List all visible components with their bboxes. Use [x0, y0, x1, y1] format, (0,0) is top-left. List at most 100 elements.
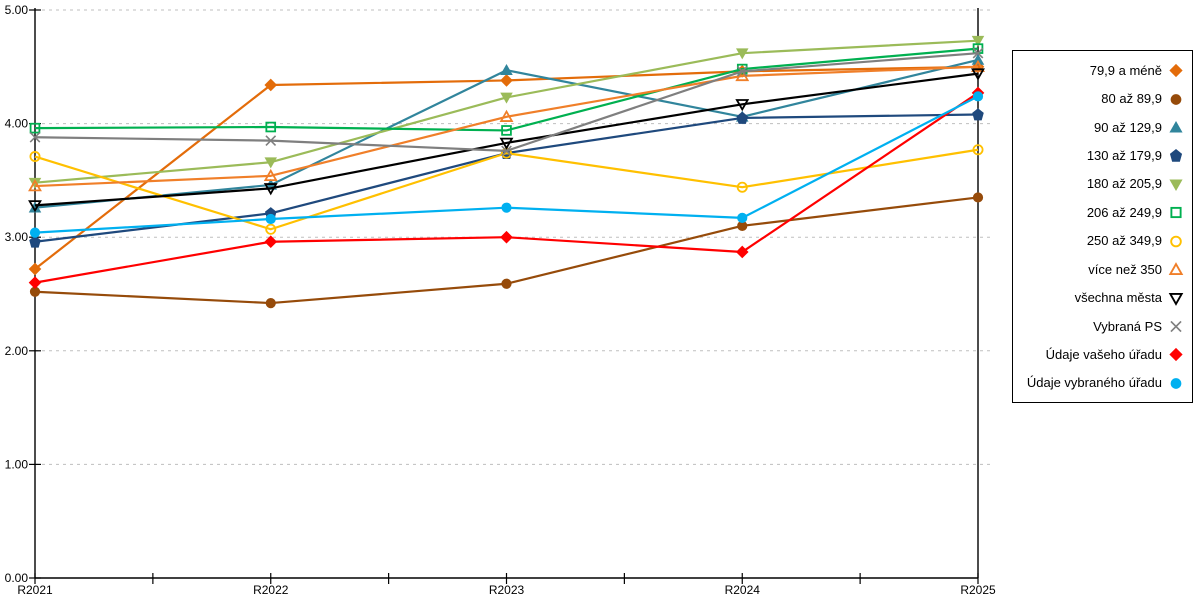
triangle-down-marker	[499, 137, 514, 150]
legend-item: 130 až 179,9	[1017, 141, 1184, 169]
circle-marker	[265, 223, 277, 235]
circle-marker	[972, 91, 984, 102]
legend-label: 80 až 89,9	[1101, 91, 1162, 107]
triangle-down-marker	[1168, 292, 1184, 306]
legend-diamond-icon	[1169, 64, 1183, 78]
diamond-marker	[500, 74, 513, 87]
legend-diamond-icon	[1169, 348, 1183, 362]
legend-item: více než 350	[1017, 255, 1184, 283]
triangle-up-marker	[28, 179, 42, 192]
triangle-up-marker	[1168, 262, 1184, 276]
triangle-up-marker	[735, 68, 750, 82]
x-axis-label: R2021	[17, 583, 53, 597]
x-axis-label: R2024	[725, 583, 761, 597]
legend-item: Vybraná PS	[1017, 312, 1184, 340]
circle-marker	[1170, 377, 1182, 389]
triangle-up-marker	[971, 53, 985, 65]
legend-label: 90 až 129,9	[1094, 119, 1162, 135]
legend-item: 250 až 349,9	[1017, 227, 1184, 255]
diamond-marker	[1169, 348, 1183, 362]
legend-label: více než 350	[1088, 261, 1162, 277]
legend-circle-icon	[1170, 235, 1182, 248]
series-9	[28, 68, 985, 213]
legend-triangle-up-icon	[1168, 262, 1184, 276]
series-12	[29, 91, 984, 238]
triangle-up-marker	[499, 109, 514, 122]
series-6	[29, 43, 984, 136]
series-7	[29, 144, 984, 235]
triangle-down-marker	[971, 35, 985, 47]
legend-label: všechna města	[1074, 290, 1162, 306]
legend-item: Údaje vašeho úřadu	[1017, 340, 1184, 368]
x-marker	[1170, 320, 1182, 333]
square-marker	[265, 121, 277, 133]
y-axis-label: 3.00	[5, 230, 29, 244]
square-marker	[1170, 207, 1182, 219]
series-8	[28, 59, 985, 192]
triangle-down-marker	[263, 183, 278, 196]
legend-triangle-up-icon	[1169, 121, 1183, 133]
legend-item: 80 až 89,9	[1017, 84, 1184, 112]
legend-label: Vybraná PS	[1093, 318, 1162, 334]
circle-marker	[1170, 235, 1182, 248]
legend-label: 130 až 179,9	[1086, 147, 1162, 163]
square-marker	[736, 63, 748, 75]
diamond-marker	[735, 245, 749, 259]
triangle-down-marker	[28, 200, 42, 213]
legend-item: Údaje vybraného úřadu	[1017, 369, 1184, 397]
legend-label: 79,9 a méně	[1089, 62, 1162, 78]
triangle-down-marker	[500, 92, 513, 104]
x-marker	[29, 131, 41, 143]
pentagon-marker	[1169, 149, 1183, 163]
circle-marker	[972, 144, 984, 156]
triangle-down-marker	[28, 177, 42, 189]
circle-marker	[501, 202, 512, 213]
x-marker	[265, 135, 277, 147]
series-line	[34, 47, 979, 132]
triangle-up-marker	[263, 168, 278, 182]
series-5	[28, 35, 985, 189]
legend-circle-icon	[1170, 377, 1182, 389]
series-line	[34, 65, 979, 188]
legend-label: Údaje vašeho úřadu	[1045, 346, 1162, 362]
triangle-down-marker	[1169, 179, 1183, 191]
series-2	[29, 192, 984, 309]
y-axis-label: 0.00	[5, 571, 29, 585]
circle-marker	[1170, 93, 1182, 105]
y-axis-label: 5.00	[5, 3, 29, 17]
legend-square-icon	[1170, 207, 1182, 219]
diamond-marker	[500, 230, 513, 244]
legend: 79,9 a méně 80 až 89,9 90 až 129,9 130 až 1…	[1012, 50, 1193, 403]
series-11	[28, 86, 985, 289]
legend-triangle-down-icon	[1168, 292, 1184, 306]
legend-circle-icon	[1170, 93, 1182, 105]
triangle-down-marker	[735, 48, 749, 60]
y-axis-label: 2.00	[5, 344, 29, 358]
x-marker	[501, 145, 512, 157]
diamond-marker	[28, 276, 42, 289]
legend-item: 180 až 205,9	[1017, 170, 1184, 198]
x-axis-label: R2025	[960, 583, 996, 597]
triangle-up-marker	[500, 63, 513, 76]
circle-marker	[29, 227, 41, 238]
series-line	[34, 72, 979, 207]
legend-pentagon-icon	[1169, 149, 1183, 163]
legend-item: 79,9 a méně	[1017, 56, 1184, 84]
triangle-up-marker	[971, 59, 985, 73]
series-line	[34, 148, 979, 231]
legend-label: Údaje vybraného úřadu	[1026, 375, 1162, 391]
diamond-marker	[1169, 64, 1183, 78]
square-marker	[29, 122, 41, 134]
diamond-marker	[264, 235, 278, 249]
triangle-up-marker	[1169, 121, 1183, 133]
x-marker	[736, 65, 748, 77]
legend-x-icon	[1170, 320, 1182, 333]
circle-marker	[265, 213, 276, 225]
diamond-marker	[264, 78, 278, 92]
y-axis-label: 4.00	[5, 117, 29, 131]
legend-label: 206 až 249,9	[1086, 204, 1162, 220]
series-10	[29, 47, 984, 157]
circle-marker	[501, 278, 512, 289]
